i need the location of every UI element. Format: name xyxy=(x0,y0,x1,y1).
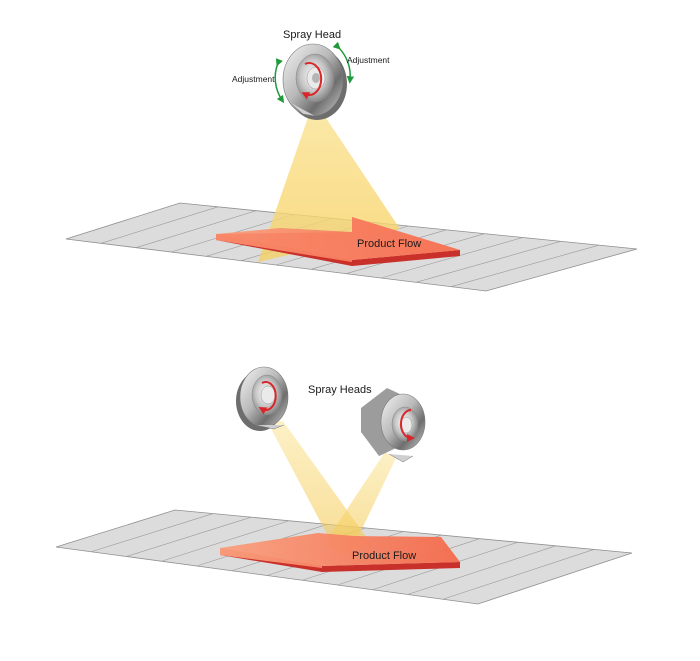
spray-heads-label: Spray Heads xyxy=(308,384,372,396)
product-flow-label-bottom: Product Flow xyxy=(352,550,416,562)
belt-stripe xyxy=(161,520,290,562)
product-flow-arrow-top xyxy=(216,217,460,266)
spray-head-right xyxy=(361,388,426,463)
spray-head-top xyxy=(282,43,347,120)
product-flow-label-top: Product Flow xyxy=(357,238,421,250)
spray-cone-right xyxy=(324,452,396,556)
belt-stripe xyxy=(135,210,257,248)
belt-stripe xyxy=(407,545,556,595)
belt-stripe xyxy=(100,206,219,244)
top-scene: Product Flow Spray Head Adjustment Adjus… xyxy=(65,29,638,292)
adjust-arrow-left-icon xyxy=(274,58,285,104)
belt-stripe xyxy=(415,241,561,283)
product-flow-arrow-bottom xyxy=(220,533,460,572)
belt-stripe xyxy=(380,237,523,279)
adjustment-label-left: Adjustment xyxy=(232,74,275,84)
spray-head-label: Spray Head xyxy=(283,29,341,41)
adjustment-label-right: Adjustment xyxy=(347,55,390,65)
belt-stripe xyxy=(450,244,599,287)
belt-stripe xyxy=(442,549,595,600)
bottom-scene: Product Flow Spray Heads xyxy=(55,366,633,605)
belt-stripe xyxy=(126,516,252,557)
adjust-arrow-right-icon xyxy=(332,41,355,84)
spray-head-left xyxy=(236,366,289,431)
belt-stripe xyxy=(91,513,214,553)
